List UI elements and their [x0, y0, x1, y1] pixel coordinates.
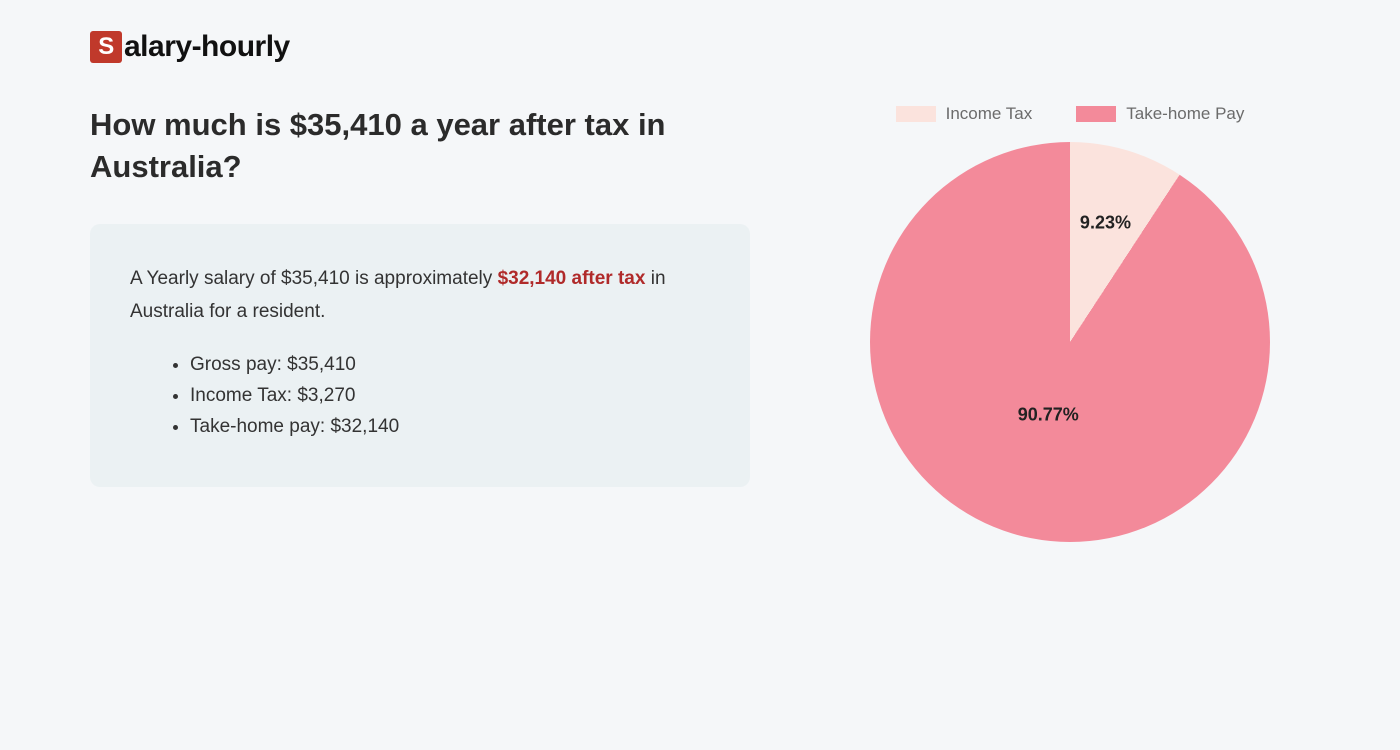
legend-label: Income Tax [946, 104, 1033, 124]
summary-pre: A Yearly salary of $35,410 is approximat… [130, 268, 498, 289]
legend-swatch [896, 106, 936, 122]
pie-disc [870, 142, 1270, 542]
list-item: Take-home pay: $32,140 [190, 416, 710, 438]
summary-text: A Yearly salary of $35,410 is approximat… [130, 262, 710, 329]
chart-legend: Income Tax Take-home Pay [896, 104, 1245, 124]
breakdown-list: Gross pay: $35,410 Income Tax: $3,270 Ta… [130, 354, 710, 438]
pie-chart: 9.23% 90.77% [870, 142, 1270, 542]
pie-slice-label: 90.77% [1018, 404, 1079, 425]
site-logo: Salary-hourly [90, 30, 1310, 64]
list-item: Gross pay: $35,410 [190, 354, 710, 376]
right-column: Income Tax Take-home Pay 9.23% 90.77% [830, 104, 1310, 542]
content-row: How much is $35,410 a year after tax in … [90, 104, 1310, 542]
summary-highlight: $32,140 after tax [498, 268, 646, 289]
pie-slice-label: 9.23% [1080, 213, 1131, 234]
page-frame: Salary-hourly How much is $35,410 a year… [0, 0, 1400, 750]
legend-swatch [1076, 106, 1116, 122]
page-title: How much is $35,410 a year after tax in … [90, 104, 750, 188]
summary-box: A Yearly salary of $35,410 is approximat… [90, 224, 750, 488]
legend-item-income-tax: Income Tax [896, 104, 1033, 124]
logo-badge: S [90, 31, 122, 63]
logo-text: alary-hourly [124, 30, 290, 64]
left-column: How much is $35,410 a year after tax in … [90, 104, 750, 487]
list-item: Income Tax: $3,270 [190, 385, 710, 407]
legend-item-take-home: Take-home Pay [1076, 104, 1244, 124]
legend-label: Take-home Pay [1126, 104, 1244, 124]
